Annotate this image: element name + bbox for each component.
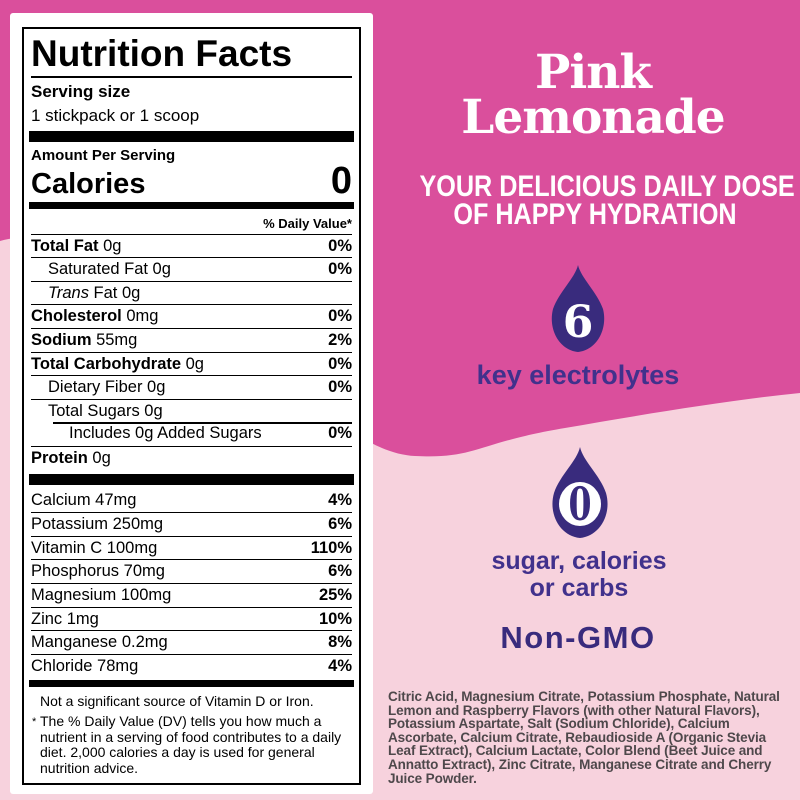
row-added-sugars: Includes 0g Added Sugars 0% [31, 422, 352, 446]
row-daily-value: 0% [328, 307, 352, 326]
row-text: Dietary Fiber 0g [48, 378, 166, 397]
row-bold-text: Cholesterol [31, 307, 122, 326]
row-magnesium: Magnesium 100mg 25% [31, 582, 352, 607]
zero-label-line1: sugar, calories [491, 547, 667, 575]
row-text: 0g [181, 354, 204, 373]
row-potassium: Potassium 250mg 6% [31, 512, 352, 536]
row-daily-value: 0% [328, 260, 352, 279]
row-sodium: Sodium 55mg 2% [31, 327, 352, 352]
row-bold-text: Total Carbohydrate [31, 354, 182, 373]
row-trans-fat: Trans Fat 0g [31, 280, 352, 305]
row-text: Potassium 250mg [31, 515, 164, 534]
calories-row: Calories 0 [31, 159, 352, 202]
zero-badge-circle [559, 482, 601, 526]
row-text: Manganese 0.2mg [31, 633, 168, 652]
row-italic-text: Trans [48, 283, 89, 302]
row-text: Phosphorus 70mg [31, 562, 165, 581]
row-daily-value: 10% [318, 609, 352, 628]
row-daily-value: 4% [328, 656, 352, 675]
row-text: Zinc 1mg [31, 609, 99, 628]
thick-divider [29, 473, 354, 485]
row-daily-value: 6% [328, 515, 352, 534]
product-title: Pink Lemonade [396, 45, 790, 145]
divider [31, 76, 352, 78]
nutrition-card: Nutrition Facts Serving size 1 stickpack… [10, 13, 373, 794]
daily-value-header: % Daily Value* [263, 215, 352, 231]
row-text: Chloride 78mg [31, 656, 139, 675]
product-title-line1: Pink [535, 45, 652, 100]
row-cholesterol: Cholesterol 0mg 0% [31, 304, 352, 328]
nutrition-facts-title: Nutrition Facts [31, 33, 293, 74]
row-daily-value: 110% [310, 538, 352, 557]
row-bold-text: Total Fat [31, 236, 99, 255]
zero-droplet-icon: 0 [552, 447, 608, 538]
row-saturated-fat: Saturated Fat 0g 0% [31, 257, 352, 281]
row-bold-text: Protein [31, 448, 88, 467]
footnote-sources: Not a significant source of Vitamin D or… [40, 693, 314, 710]
row-manganese: Manganese 0.2mg 8% [31, 630, 352, 654]
row-text: 0mg [121, 307, 159, 326]
row-protein: Protein 0g [31, 445, 352, 470]
zero-label: sugar, calories or carbs [372, 548, 786, 602]
thick-divider [29, 130, 354, 142]
electrolytes-number: 6 [563, 297, 594, 348]
row-vitamin-c: Vitamin C 100mg 110% [31, 535, 352, 560]
medium-divider [29, 201, 354, 209]
serving-size-value: 1 stickpack or 1 scoop [31, 105, 200, 125]
row-total-carbohydrate: Total Carbohydrate 0g 0% [31, 351, 352, 376]
row-daily-value: 0% [328, 378, 352, 397]
tagline-line2: OF HAPPY HYDRATION [453, 198, 737, 231]
nutrition-facts-label: Nutrition Facts Serving size 1 stickpack… [22, 27, 361, 785]
footnote-daily-value: * The % Daily Value (DV) tells you how m… [31, 712, 352, 778]
tagline: YOUR DELICIOUS DAILY DOSE OF HAPPY HYDRA… [386, 170, 800, 231]
row-text: Includes 0g Added Sugars [69, 424, 262, 443]
ingredients-list: Citric Acid, Magnesium Citrate, Potassiu… [388, 689, 780, 786]
row-chloride: Chloride 78mg 4% [31, 653, 352, 678]
row-dietary-fiber: Dietary Fiber 0g 0% [31, 375, 352, 399]
row-text: Total Sugars 0g [48, 401, 163, 420]
row-text: Magnesium 100mg [31, 585, 172, 604]
electrolytes-droplet-icon: 6 [551, 265, 605, 352]
row-daily-value: 2% [328, 330, 352, 349]
row-bold-text: Sodium [31, 330, 92, 349]
zero-label-line2: or carbs [529, 574, 629, 602]
serving-size-label: Serving size [31, 81, 131, 101]
row-text: Saturated Fat 0g [48, 260, 171, 279]
row-daily-value: 4% [328, 490, 352, 509]
row-daily-value: 6% [328, 562, 352, 581]
row-daily-value: 25% [318, 585, 352, 604]
amount-per-serving-label: Amount Per Serving [31, 146, 176, 164]
medium-divider [29, 680, 354, 688]
row-daily-value: 0% [328, 354, 352, 373]
row-text: Calcium 47mg [31, 490, 137, 509]
row-text: Fat 0g [88, 283, 141, 302]
droplet-shape [551, 265, 605, 352]
row-daily-value: 0% [328, 424, 352, 443]
row-text: 0g [87, 448, 111, 467]
row-text: 0g [98, 236, 122, 255]
tagline-line1: YOUR DELICIOUS DAILY DOSE [419, 170, 795, 203]
row-text: Vitamin C 100mg [31, 538, 158, 557]
footnote-asterisk: * [32, 716, 37, 729]
non-gmo-label: Non-GMO [500, 620, 656, 655]
row-phosphorus: Phosphorus 70mg 6% [31, 559, 352, 583]
calories-label: Calories [31, 167, 146, 200]
zero-number: 0 [568, 478, 591, 532]
row-calcium: Calcium 47mg 4% [31, 489, 352, 513]
footnote-text: The % Daily Value (DV) tells you how muc… [40, 713, 342, 777]
row-text: 55mg [91, 330, 138, 349]
row-total-fat: Total Fat 0g 0% [31, 233, 352, 258]
electrolytes-label: key electrolytes [476, 360, 680, 390]
calories-value: 0 [330, 159, 352, 202]
row-daily-value: 0% [328, 236, 352, 255]
row-total-sugars: Total Sugars 0g [31, 398, 352, 423]
row-daily-value: 8% [328, 633, 352, 652]
row-zinc: Zinc 1mg 10% [31, 606, 352, 631]
product-title-line2: Lemonade [461, 90, 725, 145]
